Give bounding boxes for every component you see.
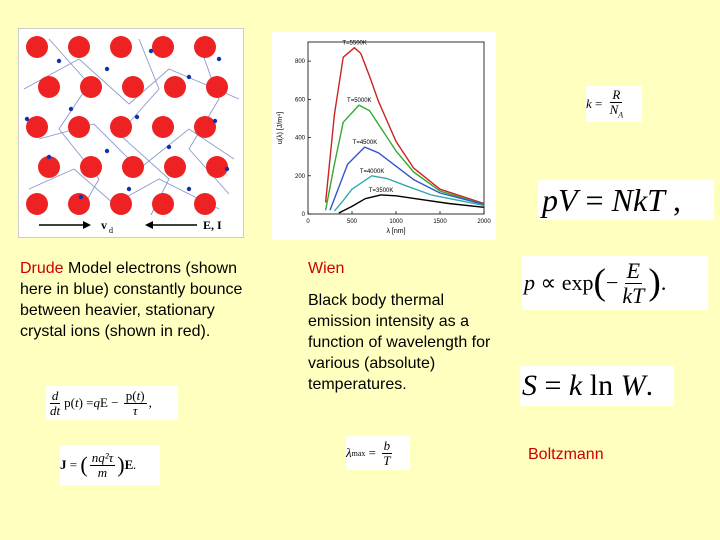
drude-description: Model electrons (shown here in blue) con… — [20, 260, 243, 340]
ion — [68, 36, 90, 58]
series-label-3: T=4000K — [360, 169, 385, 175]
x-tick-label: 1500 — [433, 219, 447, 225]
electron — [186, 74, 192, 80]
x-tick-label: 500 — [347, 219, 358, 225]
wien-chart-svg: 0 500 1000 1500 2000 0 200 400 600 800 λ [nm] u(λ) … — [277, 41, 491, 235]
ion — [110, 36, 132, 58]
series-label-0: T=5500K — [342, 41, 367, 47]
ion — [194, 36, 216, 58]
electron — [68, 106, 74, 112]
electron — [224, 166, 230, 172]
equation-drude-current: J = ( nq²τ m ) E. — [60, 445, 160, 485]
ion — [68, 116, 90, 138]
y-tick-label: 0 — [302, 212, 306, 218]
electron — [46, 154, 52, 160]
y-tick-label: 200 — [295, 174, 306, 180]
ion — [26, 193, 48, 215]
electron — [186, 186, 192, 192]
drude-caption: Drude Model electrons (shown here in blu… — [20, 258, 250, 342]
wien-chart: 0 500 1000 1500 2000 0 200 400 600 800 λ [nm] u(λ) … — [272, 32, 496, 240]
ion — [194, 193, 216, 215]
series-label-2: T=4500K — [353, 140, 378, 146]
ion — [80, 156, 102, 178]
electron — [126, 186, 132, 192]
electron — [212, 118, 218, 124]
electron — [216, 56, 222, 62]
x-axis-label: λ [nm] — [386, 228, 405, 235]
ion — [164, 76, 186, 98]
series-line-4 — [338, 194, 485, 214]
ion — [110, 193, 132, 215]
series-line-3 — [333, 175, 485, 212]
wien-title: Wien — [308, 260, 345, 277]
ion — [38, 76, 60, 98]
x-tick-label: 2000 — [477, 219, 491, 225]
series-line-2 — [329, 146, 485, 211]
equation-boltzmann-entropy: S = k ln W. — [520, 366, 674, 406]
wien-description: Black body thermal emission intensity as… — [308, 292, 491, 393]
x-tick-label: 1000 — [389, 219, 403, 225]
lattice-svg: v d E, I — [19, 36, 243, 237]
series-line-0 — [324, 46, 485, 205]
ion — [110, 116, 132, 138]
ion — [164, 156, 186, 178]
plot-frame — [307, 41, 485, 215]
electron — [78, 194, 84, 200]
y-tick-label: 800 — [295, 59, 306, 65]
electron-path — [48, 38, 100, 215]
electron — [24, 116, 30, 122]
electron — [104, 148, 110, 154]
electron — [148, 48, 154, 54]
vd-arrowhead — [83, 221, 91, 229]
x-tick-label: 0 — [306, 219, 310, 225]
y-tick-label: 400 — [295, 136, 306, 142]
ion — [122, 76, 144, 98]
ion — [122, 156, 144, 178]
ion — [152, 116, 174, 138]
electron-path — [23, 58, 240, 105]
series-label-4: T=3500K — [369, 188, 394, 194]
ion — [152, 193, 174, 215]
ei-label: E, I — [203, 218, 222, 232]
equation-k-equals-r-over-na: k = R NA — [586, 86, 642, 122]
series-label-1: T=5000K — [347, 98, 372, 104]
ion — [206, 156, 228, 178]
ion — [194, 116, 216, 138]
arrow-bar — [19, 215, 243, 237]
electron — [56, 58, 62, 64]
ion — [152, 36, 174, 58]
equation-ideal-gas: pV = NkT , — [538, 180, 714, 220]
series-line-1 — [324, 104, 485, 211]
ion — [206, 76, 228, 98]
ion — [68, 193, 90, 215]
electron — [104, 66, 110, 72]
vd-label: v — [101, 218, 107, 232]
drude-title: Drude — [20, 260, 64, 277]
vd-sub-label: d — [109, 226, 113, 235]
electron — [166, 144, 172, 150]
electron — [134, 114, 140, 120]
drude-lattice-diagram: v d E, I — [18, 28, 244, 238]
boltzmann-title: Boltzmann — [528, 446, 604, 463]
ei-arrowhead — [145, 221, 153, 229]
ion — [26, 116, 48, 138]
y-axis-label: u(λ) [J/m⁴] — [277, 112, 284, 144]
ion — [80, 76, 102, 98]
ion — [38, 156, 60, 178]
y-tick-label: 600 — [295, 97, 306, 103]
ion — [26, 36, 48, 58]
